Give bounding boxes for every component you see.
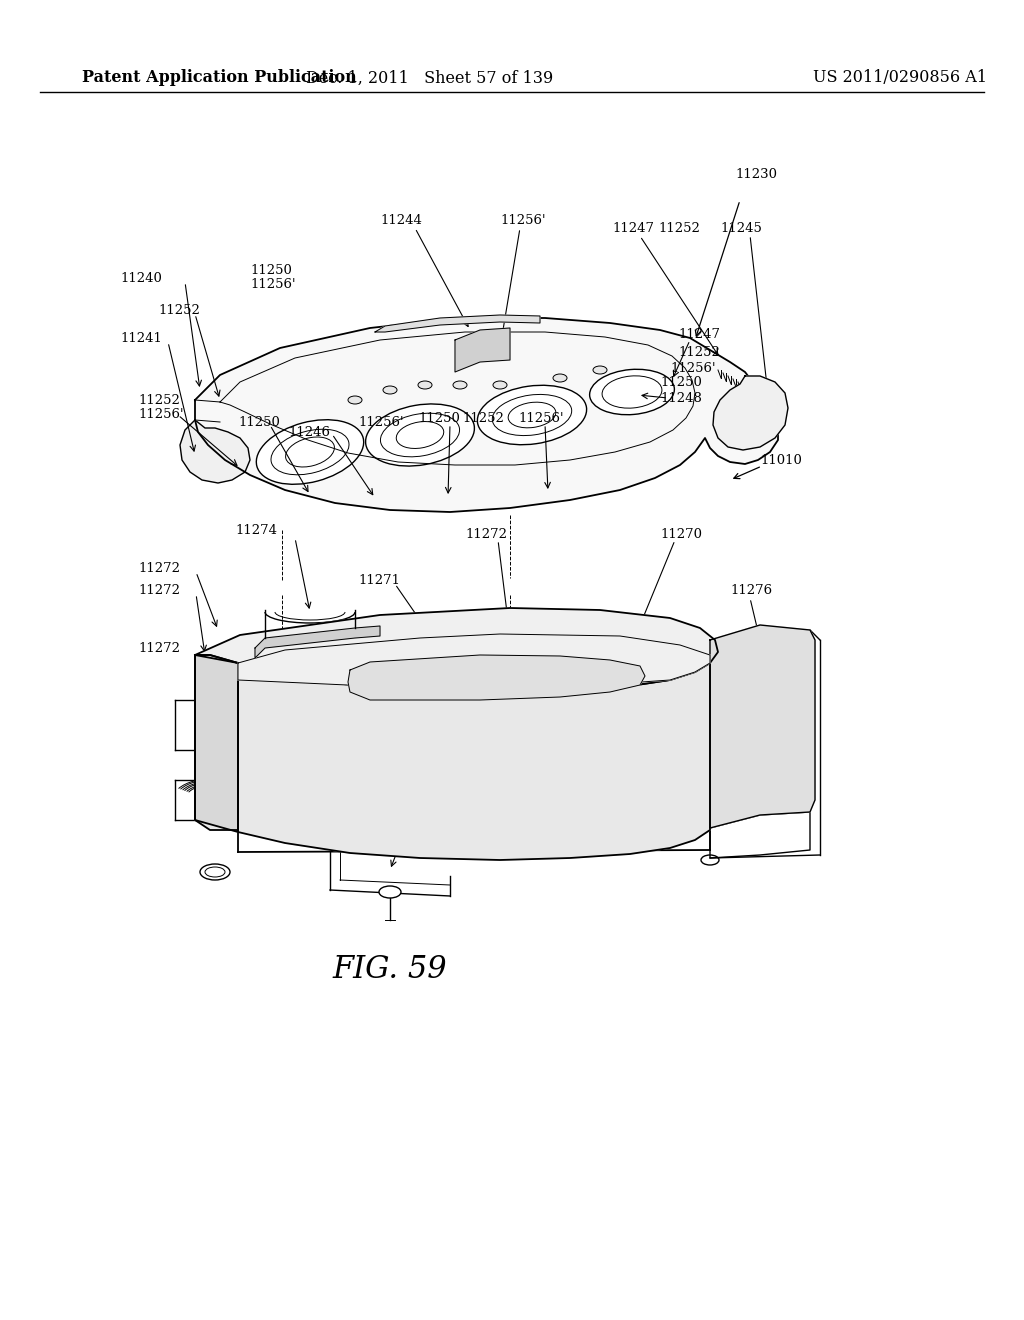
Ellipse shape (200, 865, 230, 880)
Ellipse shape (463, 634, 477, 642)
Ellipse shape (510, 653, 520, 660)
Polygon shape (195, 609, 718, 692)
Polygon shape (195, 318, 778, 512)
Polygon shape (710, 624, 815, 828)
Text: FIG. 59: FIG. 59 (333, 954, 447, 986)
Polygon shape (238, 634, 710, 692)
Text: US 2011/0290856 A1: US 2011/0290856 A1 (813, 70, 987, 87)
Text: 11247: 11247 (678, 329, 720, 342)
Ellipse shape (453, 381, 467, 389)
Ellipse shape (303, 644, 317, 652)
Text: 11252: 11252 (462, 412, 504, 425)
Text: 11272: 11272 (138, 642, 180, 655)
Ellipse shape (560, 657, 570, 663)
Polygon shape (195, 655, 238, 832)
Text: 11272: 11272 (465, 528, 507, 541)
Text: 11230: 11230 (735, 169, 777, 181)
Ellipse shape (383, 639, 397, 647)
Polygon shape (195, 655, 238, 830)
Text: 11240: 11240 (120, 272, 162, 285)
Text: 11241: 11241 (120, 331, 162, 345)
Text: 11256': 11256' (518, 412, 563, 425)
Text: 11245: 11245 (720, 222, 762, 235)
Ellipse shape (493, 381, 507, 389)
Text: 11270: 11270 (660, 528, 702, 541)
Text: 11256': 11256' (670, 362, 716, 375)
Ellipse shape (366, 404, 474, 466)
Ellipse shape (323, 642, 337, 649)
Ellipse shape (379, 886, 401, 898)
Text: 11247: 11247 (612, 222, 654, 235)
Polygon shape (455, 327, 510, 372)
Text: Patent Application Publication: Patent Application Publication (82, 70, 356, 87)
Ellipse shape (403, 636, 417, 644)
Text: Dec. 1, 2011   Sheet 57 of 139: Dec. 1, 2011 Sheet 57 of 139 (306, 70, 554, 87)
Polygon shape (238, 663, 710, 861)
Ellipse shape (534, 634, 547, 642)
Polygon shape (375, 315, 540, 333)
Ellipse shape (535, 655, 545, 661)
Text: 11272: 11272 (138, 561, 180, 574)
Text: 11256': 11256' (500, 214, 546, 227)
Ellipse shape (477, 385, 587, 445)
Text: 11244: 11244 (380, 214, 422, 227)
Text: 11256': 11256' (250, 279, 296, 292)
Text: 11250: 11250 (660, 376, 701, 389)
Text: 11271: 11271 (358, 573, 400, 586)
Ellipse shape (553, 636, 567, 644)
Polygon shape (348, 655, 645, 700)
Text: 11250: 11250 (238, 416, 280, 429)
Polygon shape (180, 420, 250, 483)
Ellipse shape (418, 381, 432, 389)
Ellipse shape (573, 638, 587, 645)
Ellipse shape (256, 420, 364, 484)
Text: 11252: 11252 (138, 393, 180, 407)
Ellipse shape (485, 653, 495, 660)
Text: 11010: 11010 (760, 454, 802, 466)
Text: 11246: 11246 (288, 425, 330, 438)
Polygon shape (713, 376, 788, 450)
Text: 11252: 11252 (678, 346, 720, 359)
Text: 11248: 11248 (660, 392, 701, 404)
Ellipse shape (593, 366, 607, 374)
Ellipse shape (283, 648, 297, 656)
Ellipse shape (590, 370, 675, 414)
Ellipse shape (553, 374, 567, 381)
Ellipse shape (617, 758, 663, 783)
Ellipse shape (348, 396, 362, 404)
Polygon shape (255, 626, 380, 657)
Text: 11256': 11256' (358, 416, 403, 429)
Text: 11272: 11272 (138, 583, 180, 597)
Text: 11256': 11256' (138, 408, 183, 421)
Ellipse shape (503, 634, 517, 642)
Text: 11252: 11252 (158, 304, 200, 317)
Text: 11274: 11274 (234, 524, 278, 536)
Ellipse shape (483, 634, 497, 642)
Text: 11250: 11250 (250, 264, 292, 276)
Ellipse shape (383, 385, 397, 393)
Ellipse shape (460, 655, 470, 661)
Ellipse shape (435, 657, 445, 663)
Ellipse shape (423, 634, 437, 642)
Text: 11252: 11252 (658, 222, 699, 235)
Text: 11276: 11276 (730, 583, 772, 597)
Ellipse shape (232, 760, 288, 789)
Text: 11276: 11276 (440, 678, 482, 692)
Ellipse shape (593, 642, 607, 649)
Text: 11250: 11250 (418, 412, 460, 425)
Ellipse shape (402, 775, 458, 805)
